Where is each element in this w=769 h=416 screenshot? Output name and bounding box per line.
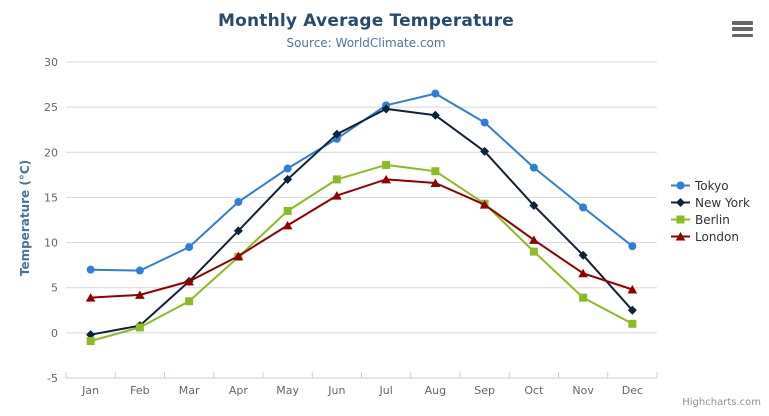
series-line — [90, 92, 634, 272]
data-point[interactable] — [627, 285, 638, 294]
data-point[interactable] — [529, 163, 538, 172]
data-point[interactable] — [430, 178, 441, 187]
data-point[interactable] — [480, 146, 490, 156]
hamburger-icon — [732, 33, 753, 37]
x-axis-tick-label: Jun — [327, 384, 345, 397]
legend-label: Tokyo — [695, 178, 729, 193]
y-axis-tick-label: 20 — [44, 146, 58, 159]
data-point[interactable] — [628, 319, 637, 328]
legend-item-berlin[interactable]: Berlin — [671, 211, 750, 228]
legend: Tokyo New York Berlin London — [671, 177, 750, 245]
legend-label: Berlin — [695, 212, 730, 227]
data-point[interactable] — [234, 197, 243, 206]
data-point[interactable] — [382, 160, 391, 169]
series-london — [85, 174, 638, 302]
x-axis-tick-label: Oct — [524, 384, 544, 397]
legend-item-tokyo[interactable]: Tokyo — [671, 177, 750, 194]
data-point[interactable] — [184, 276, 194, 286]
x-axis-tick-label: Mar — [179, 384, 200, 397]
data-point[interactable] — [332, 175, 341, 184]
data-point[interactable] — [479, 200, 490, 209]
chart-title: Monthly Average Temperature — [217, 11, 515, 31]
chart-subtitle: Source: WorldClimate.com — [286, 36, 446, 50]
credits-link[interactable]: Highcharts.com — [682, 397, 761, 408]
data-point[interactable] — [233, 226, 243, 236]
data-point[interactable] — [135, 290, 145, 299]
data-point[interactable] — [579, 203, 588, 212]
legend-label: London — [695, 229, 739, 244]
y-axis-tick-label: 25 — [44, 101, 58, 114]
data-point[interactable] — [185, 297, 194, 306]
x-axis-tick-label: Jan — [81, 384, 99, 397]
hamburger-icon — [732, 21, 753, 25]
y-axis-tick-label: 10 — [44, 237, 58, 250]
data-point[interactable] — [185, 243, 194, 252]
series-line — [90, 107, 634, 336]
data-point[interactable] — [282, 220, 293, 230]
data-point[interactable] — [480, 118, 489, 127]
data-point — [676, 215, 685, 224]
data-point[interactable] — [579, 293, 588, 302]
data-point[interactable] — [381, 104, 391, 114]
data-point[interactable] — [86, 265, 95, 274]
y-axis-title: Temperature (°C) — [18, 159, 32, 277]
data-point[interactable] — [529, 235, 539, 244]
y-axis-tick-label: 5 — [51, 282, 58, 295]
data-point[interactable] — [135, 266, 144, 275]
data-point[interactable] — [233, 251, 244, 261]
data-point — [675, 232, 686, 241]
data-point[interactable] — [283, 206, 292, 215]
data-point[interactable] — [431, 167, 440, 176]
y-axis-tick-label: -5 — [47, 372, 58, 385]
x-axis-tick-label: May — [276, 384, 299, 397]
data-point — [676, 181, 685, 190]
data-point[interactable] — [332, 191, 342, 200]
series-line — [90, 178, 633, 299]
legend-item-london[interactable]: London — [671, 228, 750, 245]
legend-label: New York — [695, 195, 750, 210]
data-point[interactable] — [135, 323, 144, 332]
x-axis-tick-label: Sep — [474, 384, 495, 397]
x-axis-tick-label: Apr — [229, 384, 249, 397]
data-point[interactable] — [627, 305, 637, 315]
y-axis-tick-label: 0 — [51, 327, 58, 340]
x-axis-tick-label: Nov — [572, 384, 594, 397]
legend-item-new-york[interactable]: New York — [671, 194, 750, 211]
data-point[interactable] — [578, 250, 588, 260]
export-menu-button[interactable] — [732, 21, 753, 37]
x-axis-tick-label: Aug — [425, 384, 446, 397]
triangle-marker-icon — [671, 232, 690, 241]
data-point[interactable] — [86, 336, 95, 345]
data-point[interactable] — [628, 242, 637, 251]
data-point[interactable] — [332, 129, 342, 139]
diamond-marker-icon — [671, 198, 690, 207]
data-point[interactable] — [283, 174, 293, 184]
data-point — [676, 198, 685, 207]
square-marker-icon — [671, 215, 690, 224]
y-axis-tick-label: 15 — [44, 191, 58, 204]
series-tokyo — [86, 89, 637, 275]
data-point[interactable] — [431, 89, 440, 98]
x-axis-tick-label: Jul — [378, 384, 392, 397]
series-new-york — [86, 104, 637, 340]
data-point[interactable] — [529, 247, 538, 256]
circle-marker-icon — [671, 181, 690, 190]
data-point[interactable] — [283, 164, 292, 173]
data-point[interactable] — [381, 174, 391, 184]
hamburger-icon — [732, 27, 753, 31]
series-line — [90, 163, 633, 342]
x-axis-tick-label: Feb — [130, 384, 149, 397]
x-axis-tick-label: Dec — [622, 384, 643, 397]
data-point[interactable] — [578, 268, 588, 278]
data-point[interactable] — [85, 293, 96, 302]
y-axis-tick-label: 30 — [44, 56, 58, 69]
data-point[interactable] — [529, 201, 539, 211]
data-point[interactable] — [430, 110, 440, 120]
data-point[interactable] — [86, 330, 96, 340]
